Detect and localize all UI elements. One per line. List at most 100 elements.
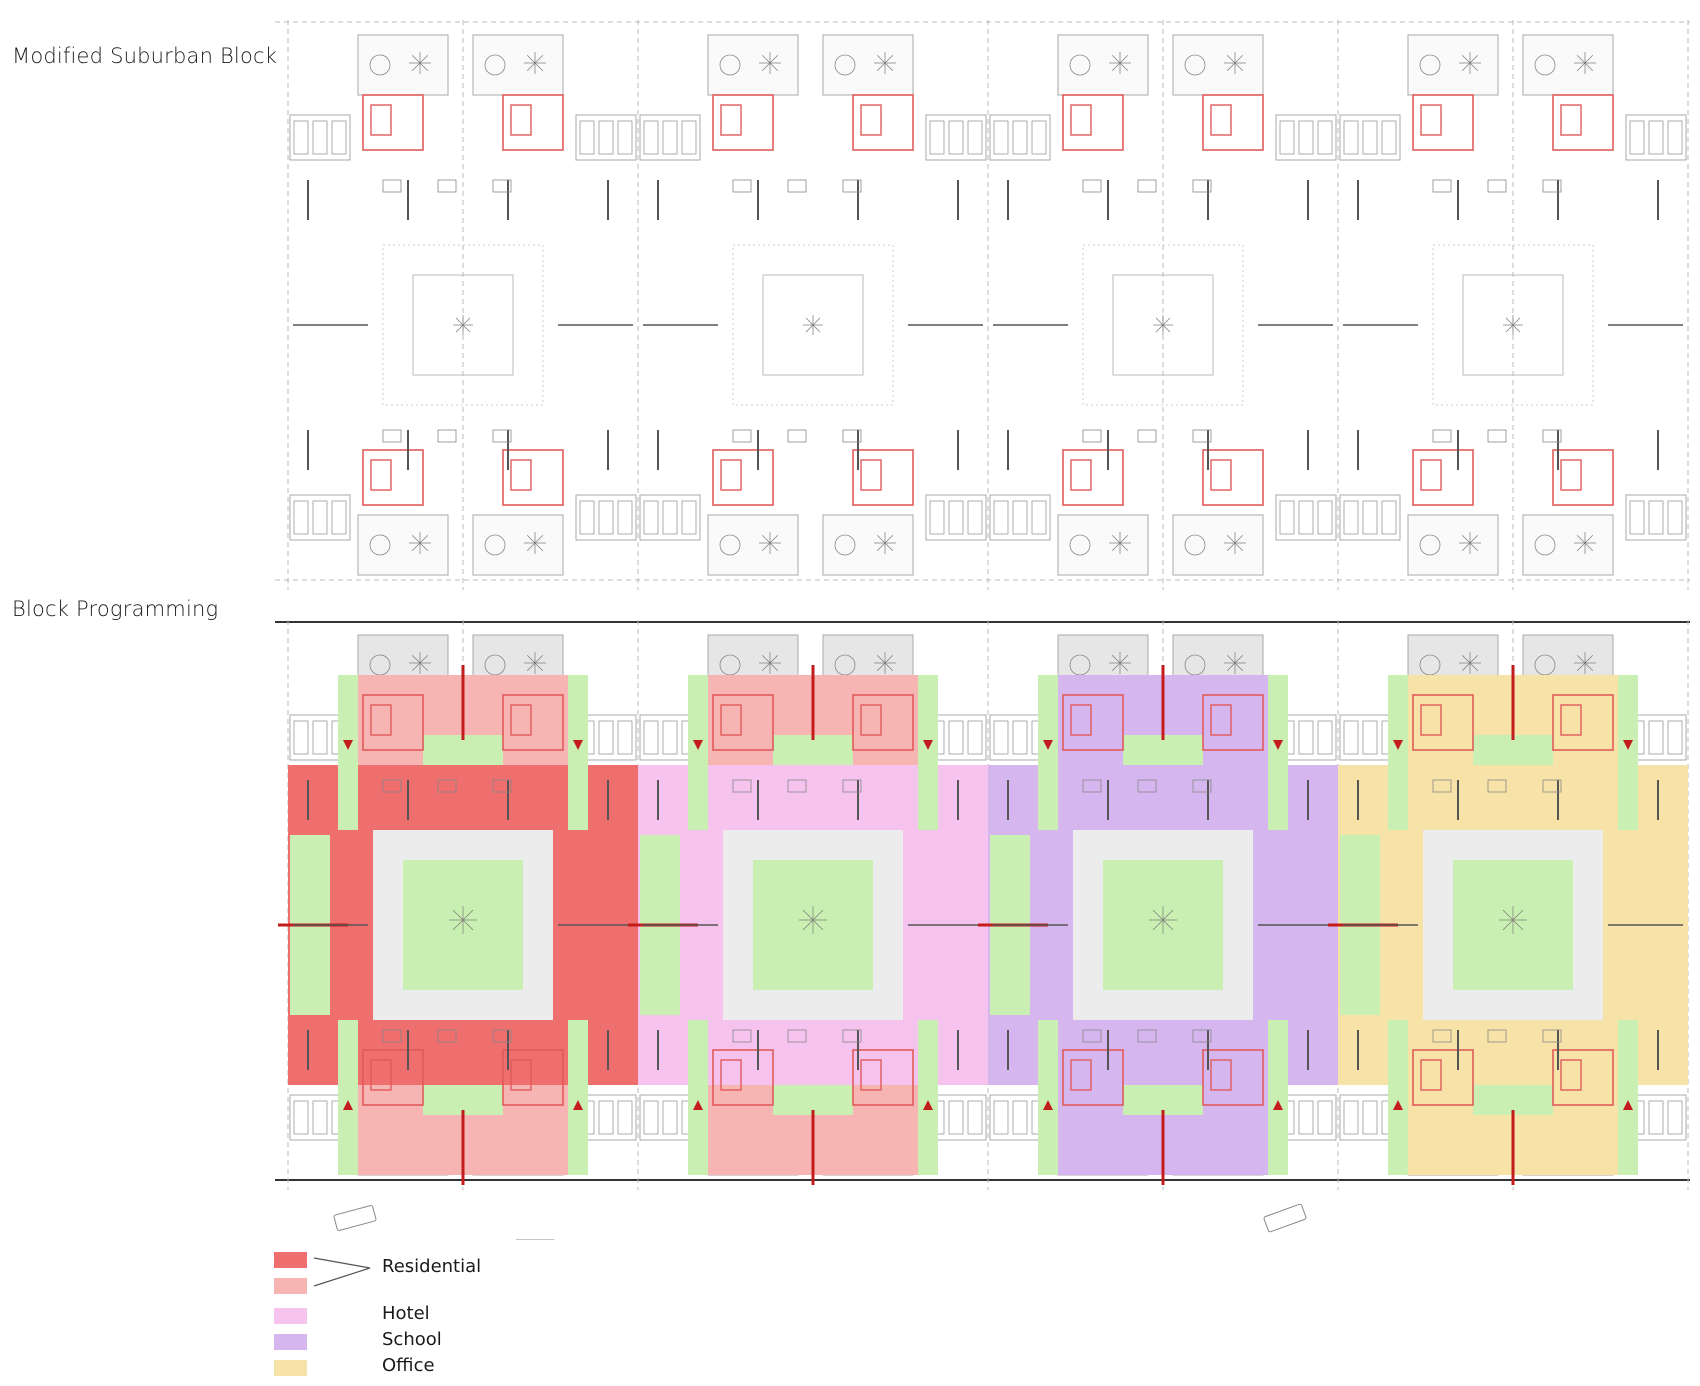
green-lane bbox=[688, 675, 708, 830]
garden-shrub bbox=[719, 54, 741, 76]
parked-car bbox=[643, 1100, 659, 1135]
red-room-outline bbox=[712, 449, 774, 506]
tree-branch bbox=[876, 662, 886, 672]
legend-label-school: School bbox=[382, 1329, 442, 1350]
car bbox=[1263, 1203, 1307, 1233]
tree-branch bbox=[1234, 54, 1244, 64]
parked-car bbox=[1298, 500, 1314, 535]
courtyard-outline bbox=[1082, 244, 1244, 406]
parked-car bbox=[681, 120, 697, 155]
block-plans-drawing bbox=[275, 20, 1690, 1240]
entry-arrow bbox=[1393, 740, 1403, 750]
parked-car bbox=[1667, 500, 1683, 535]
garden-tree bbox=[1459, 652, 1481, 674]
parked-car bbox=[1362, 120, 1378, 155]
tree-branch bbox=[419, 534, 429, 544]
parked-car bbox=[948, 500, 964, 535]
tree-branch bbox=[1576, 54, 1586, 64]
tree-branch bbox=[1461, 542, 1471, 552]
parking-bay bbox=[289, 494, 351, 541]
garden-tree bbox=[1574, 52, 1596, 74]
tree-branch bbox=[411, 542, 421, 552]
entry-arrow bbox=[1623, 740, 1633, 750]
parked-car bbox=[948, 120, 964, 155]
garden-tree bbox=[874, 52, 896, 74]
red-room-inner bbox=[510, 104, 532, 136]
parked-car bbox=[1012, 1100, 1028, 1135]
garden-pod bbox=[357, 514, 449, 576]
red-room-outline bbox=[502, 449, 564, 506]
garden-tree bbox=[1109, 52, 1131, 74]
parked-car bbox=[1012, 720, 1028, 755]
tree-branch bbox=[761, 654, 771, 664]
tree-branch bbox=[876, 534, 886, 544]
legend-label-hotel: Hotel bbox=[382, 1303, 430, 1324]
tree-branch bbox=[455, 324, 464, 333]
tree-branch bbox=[455, 317, 464, 326]
parked-car bbox=[662, 720, 678, 755]
tree-branch bbox=[1584, 542, 1594, 552]
parked-car bbox=[643, 120, 659, 155]
parked-car bbox=[967, 500, 983, 535]
red-room-outline bbox=[1202, 694, 1264, 751]
parking-bay bbox=[639, 494, 701, 541]
tree-branch bbox=[526, 62, 536, 72]
garden-shrub bbox=[1069, 54, 1091, 76]
tree-branch bbox=[462, 909, 474, 921]
green-lane bbox=[1388, 1020, 1408, 1175]
parked-car bbox=[993, 120, 1009, 155]
courtyard-tree bbox=[1503, 315, 1523, 335]
red-room-inner bbox=[860, 104, 882, 136]
red-room-outline bbox=[1552, 449, 1614, 506]
tree-branch bbox=[526, 534, 536, 544]
parked-car bbox=[579, 500, 595, 535]
furniture bbox=[1137, 429, 1157, 443]
tree-branch bbox=[411, 54, 421, 64]
parked-car bbox=[929, 500, 945, 535]
parked-car bbox=[293, 720, 309, 755]
parked-car bbox=[1362, 720, 1378, 755]
tree-branch bbox=[419, 542, 429, 552]
red-room-inner bbox=[1210, 459, 1232, 491]
green-lane bbox=[918, 1020, 938, 1175]
tree-branch bbox=[1584, 654, 1594, 664]
garden-shrub bbox=[484, 54, 506, 76]
red-room-outline bbox=[852, 1049, 914, 1106]
tree-branch bbox=[1152, 909, 1164, 921]
block-residential bbox=[289, 34, 637, 576]
courtyard-tree bbox=[1149, 906, 1177, 934]
legend-label-residential: Residential bbox=[382, 1256, 482, 1277]
furniture bbox=[1192, 779, 1212, 793]
tree-branch bbox=[419, 62, 429, 72]
legend-swatch-school bbox=[274, 1334, 307, 1350]
tree-branch bbox=[1461, 62, 1471, 72]
tree-branch bbox=[1469, 62, 1479, 72]
modified-suburban-block-plan bbox=[275, 20, 1690, 590]
tree-branch bbox=[1234, 654, 1244, 664]
red-room-outline bbox=[1552, 694, 1614, 751]
green-lane bbox=[1038, 675, 1058, 830]
tree-branch bbox=[761, 54, 771, 64]
parked-car bbox=[662, 120, 678, 155]
entry-arrow bbox=[1393, 1100, 1403, 1110]
garden-pod bbox=[822, 34, 914, 96]
tree-branch bbox=[1226, 54, 1236, 64]
green-lane bbox=[1268, 675, 1288, 830]
parked-car bbox=[1381, 120, 1397, 155]
courtyard-outline bbox=[1432, 244, 1594, 406]
parked-car bbox=[617, 500, 633, 535]
furniture bbox=[787, 779, 807, 793]
furniture bbox=[787, 179, 807, 193]
red-room-inner bbox=[720, 104, 742, 136]
garden-pod bbox=[1057, 34, 1149, 96]
red-room-inner bbox=[720, 1059, 742, 1091]
red-room-inner bbox=[860, 1059, 882, 1091]
parked-car bbox=[1362, 1100, 1378, 1135]
garden-pod bbox=[707, 514, 799, 576]
tree-branch bbox=[534, 62, 544, 72]
red-room-outline bbox=[712, 94, 774, 151]
garden-shrub bbox=[1534, 534, 1556, 556]
parked-car bbox=[1629, 500, 1645, 535]
furniture bbox=[1432, 1029, 1452, 1043]
parked-car bbox=[1629, 120, 1645, 155]
